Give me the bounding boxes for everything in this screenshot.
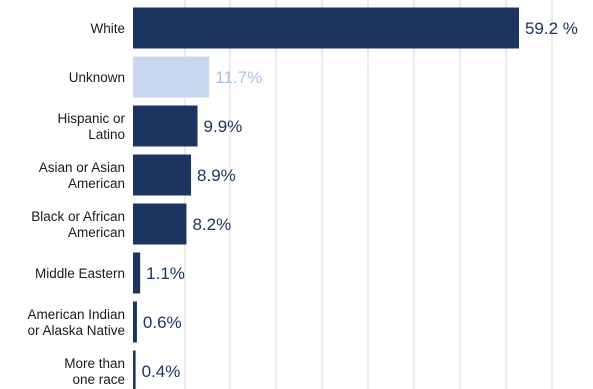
- data-label: 59.2 %: [525, 19, 578, 38]
- data-label: 0.4%: [142, 362, 181, 381]
- data-label: 0.6%: [143, 313, 182, 332]
- bar: [133, 203, 187, 245]
- category-label: Unknown: [69, 70, 125, 85]
- category-label: Middle Eastern: [35, 266, 125, 281]
- bars: [133, 7, 519, 389]
- data-label: 1.1%: [146, 264, 185, 283]
- category-label: American Indian or Alaska Native: [27, 307, 125, 338]
- category-label: Hispanic or Latino: [57, 111, 125, 142]
- bar: [133, 105, 198, 147]
- data-label: 11.7%: [215, 68, 262, 87]
- category-label: Black or African American: [31, 209, 125, 240]
- bar: [133, 7, 519, 49]
- data-label: 8.2%: [192, 215, 231, 234]
- category-label: More than one race: [64, 356, 125, 387]
- bar: [133, 154, 192, 196]
- labels: 59.2 % White 11.7% Unknown 9.9% Hispanic or La…: [27, 19, 577, 387]
- data-label: 8.9%: [197, 166, 236, 185]
- bar: [133, 301, 137, 343]
- bar: [133, 252, 141, 294]
- bar: [133, 350, 136, 389]
- category-label: Asian or Asian American: [39, 160, 125, 191]
- bar: [133, 56, 210, 98]
- data-label: 9.9%: [204, 117, 243, 136]
- gridlines: [184, 0, 553, 389]
- category-label: White: [90, 21, 125, 36]
